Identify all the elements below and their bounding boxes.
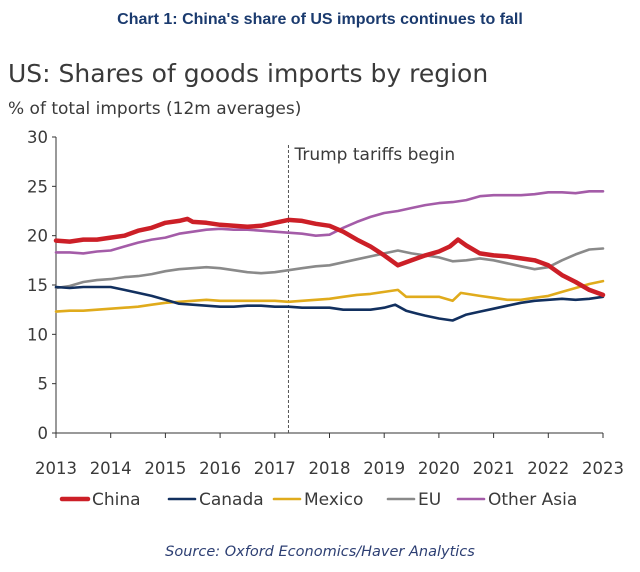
legend-label: Canada bbox=[199, 490, 264, 510]
legend: China Canada Mexico EU Other Asia bbox=[59, 490, 577, 510]
y-tick-label: 15 bbox=[27, 276, 48, 295]
x-tick-label: 2017 bbox=[254, 459, 296, 478]
series-line-eu bbox=[54, 247, 605, 290]
y-tick-label: 10 bbox=[27, 325, 48, 344]
x-tick-label: 2014 bbox=[90, 459, 132, 478]
legend-label: China bbox=[92, 490, 141, 510]
x-tick-label: 2022 bbox=[527, 459, 569, 478]
y-tick-label: 25 bbox=[27, 177, 48, 196]
legend-label: Mexico bbox=[304, 490, 363, 510]
axes: 0 5 10 15 20 25 30 2013 2014 2015 2016 2017 2018 2019… bbox=[27, 128, 624, 478]
y-axis-label: % of total imports (12m averages) bbox=[8, 99, 301, 119]
y-tick-label: 5 bbox=[38, 375, 49, 394]
source-note: Source: Oxford Economics/Haver Analytics bbox=[165, 544, 475, 560]
x-tick-label: 2015 bbox=[144, 459, 186, 478]
legend-label: Other Asia bbox=[488, 490, 577, 510]
chart-title: US: Shares of goods imports by region bbox=[8, 59, 488, 88]
legend-label: EU bbox=[418, 490, 441, 510]
tariff-annotation: Trump tariffs begin bbox=[293, 145, 455, 165]
x-tick-label: 2023 bbox=[582, 459, 624, 478]
series-line-canada bbox=[54, 285, 605, 322]
x-tick-label: 2016 bbox=[199, 459, 241, 478]
annotation-layer: Trump tariffs begin bbox=[287, 145, 455, 433]
x-tick-label: 2020 bbox=[418, 459, 460, 478]
series-line-mexico bbox=[54, 279, 605, 313]
plot-area bbox=[53, 190, 606, 322]
series-line-other-asia bbox=[54, 190, 605, 255]
series-line-china bbox=[53, 216, 606, 298]
chart-heading: Chart 1: China's share of US imports con… bbox=[117, 11, 523, 28]
x-tick-label: 2019 bbox=[363, 459, 405, 478]
y-tick-label: 20 bbox=[27, 227, 48, 246]
y-tick-label: 0 bbox=[38, 424, 49, 443]
x-tick-label: 2018 bbox=[309, 459, 351, 478]
x-tick-label: 2013 bbox=[35, 459, 77, 478]
x-tick-label: 2021 bbox=[473, 459, 515, 478]
y-tick-label: 30 bbox=[27, 128, 48, 147]
